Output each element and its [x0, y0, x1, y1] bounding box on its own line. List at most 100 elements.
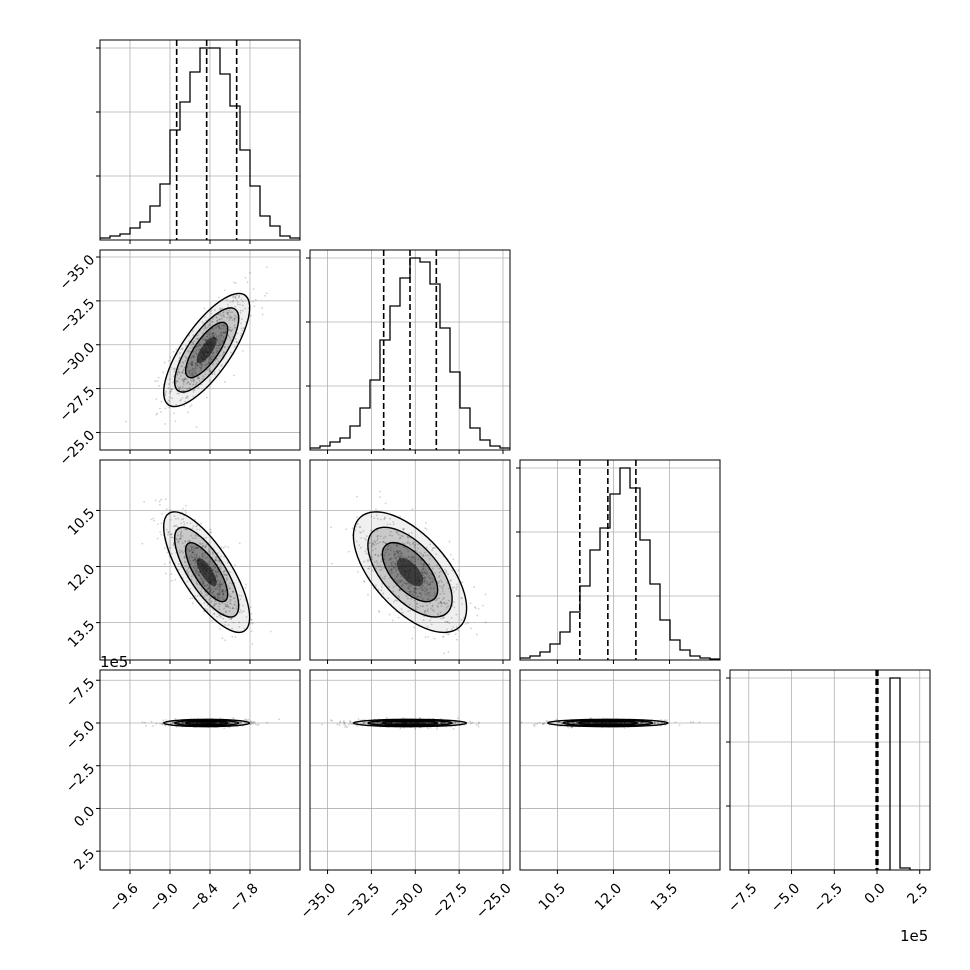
sample-point — [414, 560, 417, 563]
sample-point — [431, 547, 434, 550]
sample-point — [234, 282, 237, 285]
sample-point — [251, 721, 254, 724]
sample-point — [465, 622, 468, 625]
sample-point — [209, 370, 212, 373]
sample-point — [461, 581, 464, 584]
x-tick-label: −30.0 — [385, 880, 427, 922]
sample-point — [413, 591, 416, 594]
sample-point — [233, 318, 236, 321]
sample-point — [379, 535, 382, 538]
sample-point — [429, 583, 431, 586]
sample-point — [187, 369, 190, 372]
sample-point — [420, 593, 423, 596]
sample-point — [195, 572, 198, 575]
sample-point — [198, 574, 200, 577]
sample-point — [223, 573, 226, 576]
sample-point — [221, 589, 224, 591]
panel-frame — [729, 669, 931, 871]
sample-point — [421, 568, 424, 571]
sample-point — [252, 721, 255, 723]
sample-point — [422, 571, 425, 574]
sample-point — [211, 591, 214, 594]
sample-point — [428, 601, 431, 604]
sample-point — [374, 554, 377, 556]
sample-point — [244, 721, 247, 724]
sample-point — [542, 722, 545, 725]
sample-point — [201, 579, 204, 582]
sample-point — [457, 721, 460, 724]
sample-point — [448, 599, 450, 602]
sample-point — [460, 596, 463, 599]
sample-point — [423, 551, 426, 554]
x-tick-label: −7.5 — [725, 880, 760, 915]
sample-point — [163, 563, 166, 565]
sample-point — [192, 383, 194, 386]
sample-point — [223, 289, 226, 292]
sample-point — [409, 584, 412, 586]
sample-point — [217, 335, 220, 338]
sample-point — [168, 406, 171, 409]
sample-point — [194, 722, 197, 725]
sample-point — [456, 586, 458, 588]
sample-point — [395, 570, 397, 573]
sample-point — [209, 370, 212, 372]
sample-point — [377, 542, 379, 545]
sample-point — [233, 603, 236, 606]
sample-point — [401, 579, 404, 582]
y-tick-label: −30.0 — [57, 340, 99, 382]
sample-point — [190, 556, 193, 559]
sample-point — [576, 722, 578, 725]
sample-point — [216, 358, 218, 360]
sample-point — [421, 584, 424, 587]
sample-point — [216, 615, 219, 618]
sample-point — [331, 562, 333, 565]
sample-point — [425, 722, 428, 724]
sample-point — [193, 340, 196, 343]
sample-point — [244, 586, 247, 589]
sample-point — [215, 316, 218, 319]
sample-point — [232, 300, 234, 303]
histogram-panel-1 — [306, 249, 511, 454]
sample-point — [431, 604, 434, 607]
sample-point — [241, 309, 244, 312]
density-panel-2-1 — [309, 459, 511, 664]
sample-point — [400, 580, 402, 583]
sample-point — [188, 372, 191, 375]
sample-point — [223, 311, 225, 313]
sample-point — [218, 338, 221, 341]
sample-point — [222, 336, 225, 338]
sample-point — [384, 535, 387, 538]
sample-point — [571, 721, 573, 724]
sample-point — [201, 592, 203, 595]
sample-point — [379, 541, 381, 544]
sample-point — [395, 543, 398, 546]
sample-point — [431, 580, 434, 583]
sample-point — [560, 721, 563, 724]
sample-point — [208, 370, 211, 372]
sample-point — [228, 309, 230, 312]
sample-point — [396, 550, 399, 552]
sample-point — [198, 363, 201, 366]
sample-point — [442, 635, 445, 638]
sample-point — [411, 556, 414, 559]
sample-point — [621, 721, 624, 724]
sample-point — [376, 535, 379, 538]
sample-point — [220, 334, 223, 337]
sample-point — [196, 594, 199, 597]
sample-point — [168, 561, 171, 564]
sample-point — [623, 722, 626, 724]
sample-point — [160, 400, 163, 403]
sample-point — [192, 369, 195, 372]
sample-point — [181, 378, 183, 381]
sample-point — [430, 607, 432, 610]
sample-point — [461, 597, 463, 600]
sample-point — [242, 327, 245, 330]
sample-point — [440, 605, 443, 608]
sample-point — [418, 592, 421, 595]
sample-point — [420, 586, 423, 589]
sample-point — [172, 544, 175, 547]
sample-point — [197, 344, 200, 347]
histogram-panel-3 — [726, 669, 931, 874]
sample-point — [225, 605, 228, 608]
sample-point — [431, 567, 434, 570]
